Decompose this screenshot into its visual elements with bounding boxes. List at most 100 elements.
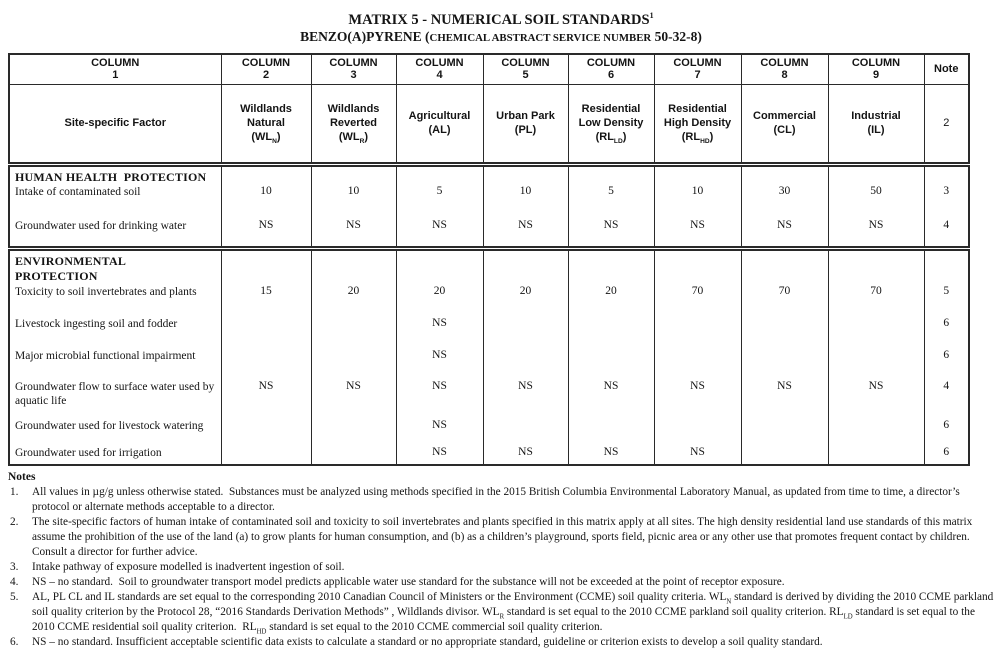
empty-cell	[653, 248, 742, 284]
note-text: AL, PL CL and IL standards are set equal…	[32, 590, 994, 636]
value-cell: NS	[220, 218, 312, 249]
value-cell	[220, 444, 312, 465]
empty-cell	[567, 248, 655, 284]
value-cell: NS	[827, 378, 925, 418]
empty-cell	[923, 164, 970, 185]
value-cell	[567, 315, 655, 348]
value-cell: NS	[827, 218, 925, 249]
value-cell	[740, 315, 829, 348]
document-title: MATRIX 5 - NUMERICAL SOIL STANDARDS1	[348, 11, 654, 28]
value-cell	[310, 315, 397, 348]
value-cell	[827, 347, 925, 379]
column-header-8: COLUMN 8	[740, 53, 829, 85]
empty-cell	[220, 164, 312, 185]
value-cell: NS	[395, 315, 484, 348]
value-cell: NS	[310, 378, 397, 418]
value-cell	[482, 347, 569, 379]
value-cell	[653, 315, 742, 348]
table-header: COLUMN 1 COLUMN 2 COLUMN 3 COLUMN 4 COLUMN 5 …	[8, 53, 970, 165]
value-cell: 15	[220, 283, 312, 316]
value-cell: NS	[395, 444, 484, 465]
value-cell	[310, 417, 397, 445]
value-cell: 30	[740, 184, 829, 219]
note-cell: 4	[923, 378, 970, 418]
value-cell	[220, 417, 312, 445]
note-cell: 3	[923, 184, 970, 219]
value-cell: NS	[567, 218, 655, 249]
value-cell: 20	[482, 283, 569, 316]
document-subtitle: BENZO(A)PYRENE (CHEMICAL ABSTRACT SERVIC…	[300, 28, 702, 44]
empty-cell	[310, 164, 397, 185]
value-cell: NS	[567, 378, 655, 418]
empty-cell	[310, 248, 397, 284]
landuse-urban-park: Urban Park (PL)	[482, 84, 569, 165]
value-cell: NS	[395, 347, 484, 379]
empty-cell	[395, 248, 484, 284]
table-row: Livestock ingesting soil and fodder NS 6	[8, 315, 970, 348]
value-cell: NS	[395, 218, 484, 249]
section-heading: ENVIRONMENTAL PROTECTION	[8, 248, 222, 284]
value-cell: NS	[395, 378, 484, 418]
empty-cell	[395, 164, 484, 185]
note-column-header: Note	[923, 53, 970, 85]
value-cell: NS	[740, 218, 829, 249]
note-number: 4.	[10, 575, 19, 588]
note-cell: 6	[923, 417, 970, 445]
column-header-3: COLUMN 3	[310, 53, 397, 85]
value-cell	[827, 417, 925, 445]
value-cell: NS	[653, 378, 742, 418]
table-row: Groundwater used for livestock watering …	[8, 417, 970, 445]
note-item-5: 5. AL, PL CL and IL standards are set eq…	[8, 590, 994, 635]
factor-label: Groundwater used for irrigation	[8, 444, 222, 465]
factor-label: Toxicity to soil invertebrates and plant…	[8, 283, 222, 316]
notes-heading: Notes	[8, 470, 36, 483]
section-heading-row: ENVIRONMENTAL PROTECTION	[8, 248, 970, 284]
value-cell: NS	[482, 218, 569, 249]
note-cell: 6	[923, 347, 970, 379]
empty-cell	[740, 248, 829, 284]
note-item-6: 6. NS – no standard. Insufficient accept…	[8, 635, 994, 650]
value-cell: 20	[567, 283, 655, 316]
landuse-industrial: Industrial (IL)	[827, 84, 925, 165]
value-cell	[653, 417, 742, 445]
note-item-2: 2. The site-specific factors of human in…	[8, 515, 994, 560]
note-number: 1.	[10, 485, 19, 498]
empty-cell	[827, 248, 925, 284]
value-cell: NS	[740, 378, 829, 418]
land-use-row: Site-specific Factor Wildlands Natural (WL…	[8, 84, 970, 165]
empty-cell	[482, 248, 569, 284]
section-heading-row: HUMAN HEALTH PROTECTION	[8, 164, 970, 185]
column-header-9: COLUMN 9	[827, 53, 925, 85]
note-item-3: 3. Intake pathway of exposure modelled i…	[8, 560, 994, 575]
landuse-wildlands-reverted: Wildlands Reverted (WLR)	[310, 84, 397, 165]
note-text: The site-specific factors of human intak…	[32, 515, 973, 558]
note-number: 5.	[10, 590, 19, 603]
note-text: NS – no standard. Soil to groundwater tr…	[32, 575, 785, 588]
section-heading: HUMAN HEALTH PROTECTION	[8, 164, 222, 185]
section-environmental: ENVIRONMENTAL PROTECTION Toxicity to soil…	[8, 248, 970, 465]
factor-label: Major microbial functional impairment	[8, 347, 222, 379]
value-cell: 5	[395, 184, 484, 219]
column-header-7: COLUMN 7	[653, 53, 742, 85]
column-header-6: COLUMN 6	[567, 53, 655, 85]
value-cell: NS	[220, 378, 312, 418]
value-cell: 10	[482, 184, 569, 219]
table-row: Groundwater used for drinking water NS N…	[8, 218, 970, 249]
table-row: Major microbial functional impairment NS…	[8, 347, 970, 379]
value-cell	[220, 347, 312, 379]
note-cell: 6	[923, 444, 970, 465]
value-cell	[653, 347, 742, 379]
value-cell: NS	[310, 218, 397, 249]
table-row: Toxicity to soil invertebrates and plant…	[8, 283, 970, 316]
value-cell: 10	[220, 184, 312, 219]
value-cell: 20	[310, 283, 397, 316]
column-header-2: COLUMN 2	[220, 53, 312, 85]
landuse-agricultural: Agricultural (AL)	[395, 84, 484, 165]
value-cell	[567, 347, 655, 379]
note-number: 3.	[10, 560, 19, 573]
landuse-commercial: Commercial (CL)	[740, 84, 829, 165]
note-text: Intake pathway of exposure modelled is i…	[32, 560, 345, 573]
note-text: All values in µg/g unless otherwise stat…	[32, 485, 960, 513]
value-cell: 10	[653, 184, 742, 219]
empty-cell	[740, 164, 829, 185]
